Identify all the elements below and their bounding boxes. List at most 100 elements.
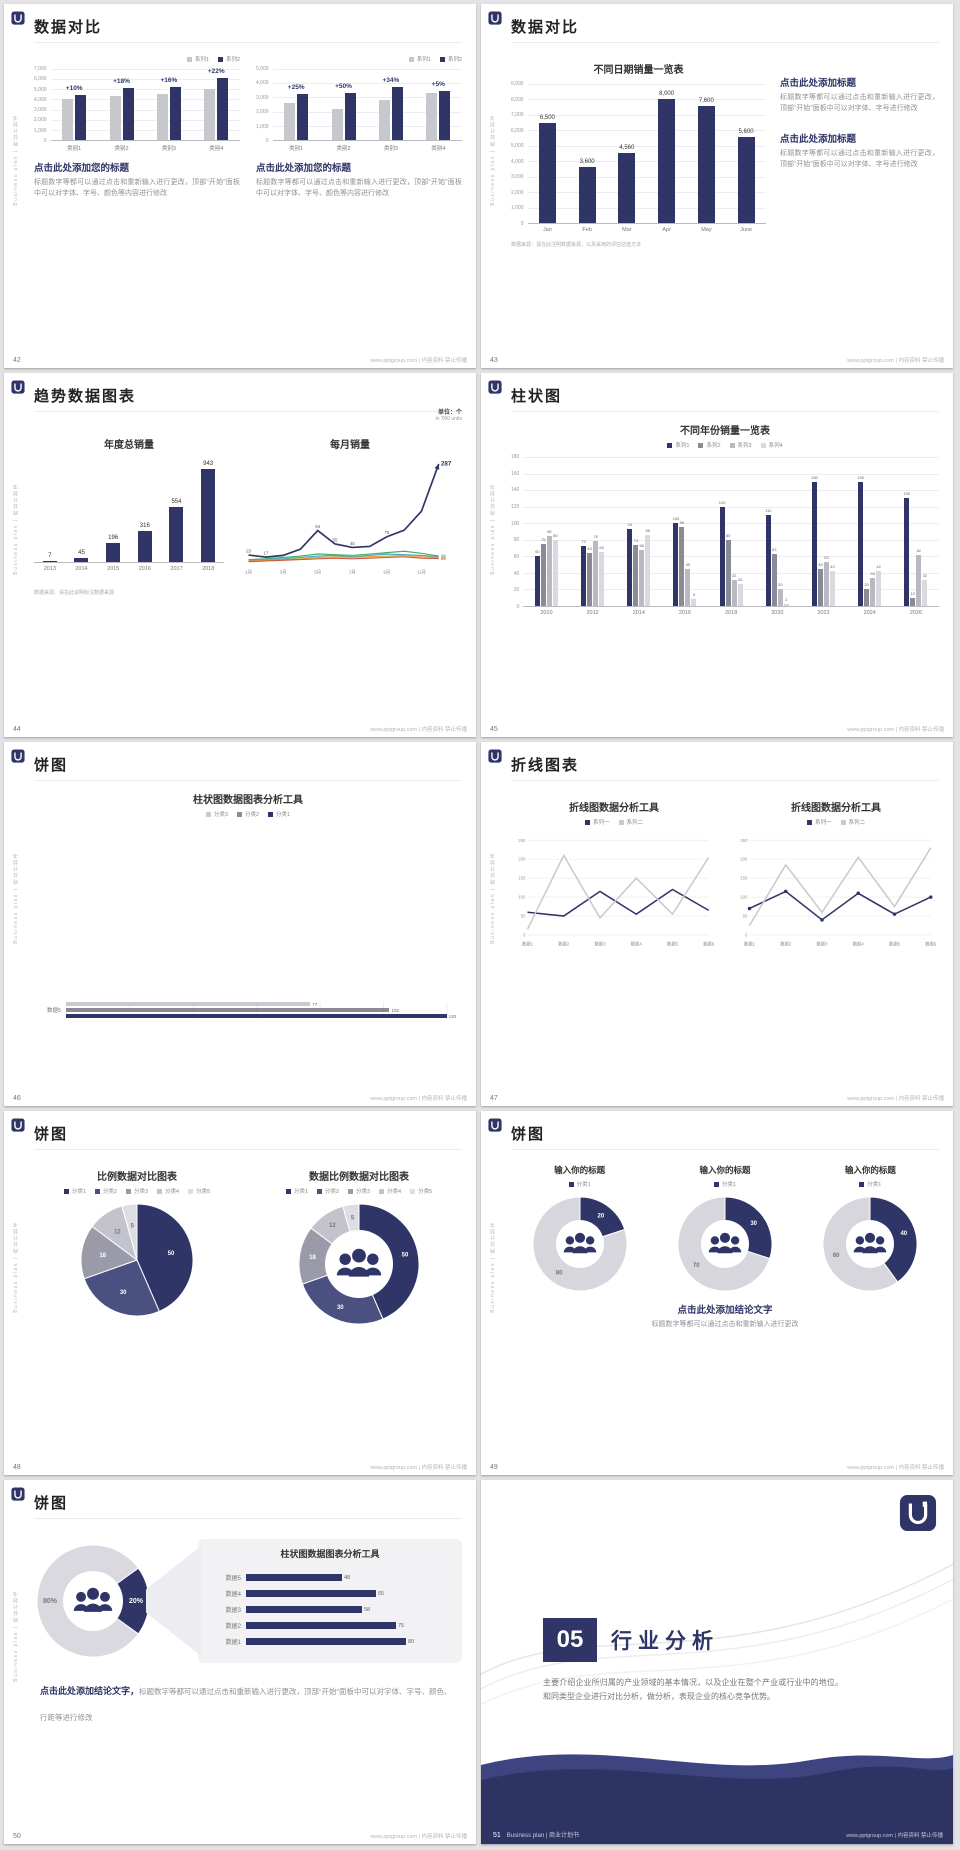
svg-text:150: 150 bbox=[518, 876, 526, 881]
chart-legend: 系列1 系列2 bbox=[34, 55, 240, 63]
funnel-shape bbox=[146, 1545, 202, 1657]
footer-site-text: www.pptgroup.com | 内容资料 禁止传播 bbox=[847, 358, 944, 364]
svg-text:50: 50 bbox=[521, 914, 526, 919]
slide-footer: 47 www.pptgroup.com | 内容资料 禁止传播 bbox=[490, 1094, 944, 1102]
slide-46[interactable]: Business plan | 商业计划书 饼图 柱状图数据图表分析工具 分类3… bbox=[4, 742, 476, 1106]
vertical-brand-text: Business plan | 商业计划书 bbox=[490, 483, 496, 575]
donut-block-2: 输入你的标题 分类1 30 70 bbox=[656, 1154, 793, 1294]
svg-text:18: 18 bbox=[441, 554, 446, 559]
chart-title: 每月销量 bbox=[330, 440, 370, 451]
svg-text:0: 0 bbox=[523, 933, 526, 938]
data-panel: 柱状图数据图表分析工具 数据5 48 数据4 65 数据3 58 数据2 75 数据1 80 bbox=[198, 1539, 462, 1663]
svg-text:100: 100 bbox=[518, 895, 526, 900]
slide-title: 饼图 bbox=[34, 1492, 462, 1519]
section-number: 05 bbox=[543, 1618, 597, 1662]
svg-text:20: 20 bbox=[597, 1213, 604, 1219]
footer-site-text: www.pptgroup.com | 内容资料 禁止传播 bbox=[846, 1833, 943, 1839]
svg-text:1月: 1月 bbox=[245, 570, 252, 576]
pie-chart: 50 30 18 12 5 bbox=[78, 1201, 196, 1319]
unit-note: 单位：个 in '000 units bbox=[435, 407, 462, 422]
slide-47[interactable]: Business plan | 商业计划书 折线图表 折线图数据分析工具 系列一… bbox=[481, 742, 953, 1106]
horizontal-bar-chart: 数据577102120数据4689065数据3606695数据2558678数据… bbox=[34, 824, 476, 1106]
footer-site-text: www.pptgroup.com | 内容资料 禁止传播 bbox=[370, 727, 467, 733]
slide-45[interactable]: Business plan | 商业计划书 柱状图 不同年份销量一览表 系列1 系… bbox=[481, 373, 953, 737]
data-source-note: 数据来源：请在此说明标注数据来源 bbox=[34, 589, 115, 596]
svg-text:数据2: 数据2 bbox=[780, 940, 792, 947]
brand-logo bbox=[11, 11, 25, 25]
slide-49[interactable]: Business plan | 商业计划书 饼图 输入你的标题 分类1 20 80… bbox=[481, 1111, 953, 1475]
slide-43[interactable]: Business plan | 商业计划书 数据对比 不同日期销量一览表 9,0… bbox=[481, 4, 953, 368]
slide-50[interactable]: Business plan | 商业计划书 饼图 20% 80% 柱状图数据图表分… bbox=[4, 1480, 476, 1844]
chart-block-right: 折线图数据分析工具 系列一 系列二 250 200 150 100 50 0 数据1 数据2 数据… bbox=[733, 789, 939, 952]
svg-text:3月: 3月 bbox=[280, 570, 287, 576]
line-chart: 250 200 150 100 50 0 数据1 数据2 数据3 数据4 数据5 数据6 bbox=[733, 832, 939, 952]
chart-title: 输入你的标题 bbox=[554, 1165, 606, 1175]
brand-logo bbox=[488, 749, 502, 763]
section-content: 05 行业分析 主要介绍企业所归属的产业领域的基本情况，以及企业在整个产业或行业… bbox=[543, 1618, 883, 1705]
slide-48[interactable]: Business plan | 商业计划书 饼图 比例数据对比图表 分类1 分类2… bbox=[4, 1111, 476, 1475]
line-chart: 250 200 150 100 50 0 数据1 数据2 数据3 数据4 数据5 数据6 bbox=[511, 832, 717, 952]
section-body: 主要介绍企业所归属的产业领域的基本情况，以及企业在整个产业或行业中的地位。和同类… bbox=[543, 1678, 843, 1702]
svg-text:30: 30 bbox=[120, 1290, 127, 1296]
svg-text:数据5: 数据5 bbox=[667, 940, 679, 947]
chart-legend: 系列一 系列二 bbox=[733, 818, 939, 826]
svg-text:20%: 20% bbox=[129, 1598, 144, 1605]
chart-title: 年度总销量 bbox=[104, 440, 154, 451]
slide-51[interactable]: 05 行业分析 主要介绍企业所归属的产业领域的基本情况，以及企业在整个产业或行业… bbox=[481, 1480, 953, 1844]
side-text: 点击此处添加标题 标题数字等都可以通过点击和重新输入进行更改，顶部“开始”面板中… bbox=[780, 51, 939, 233]
footer-site-text: www.pptgroup.com | 内容资料 禁止传播 bbox=[370, 358, 467, 364]
slide-44[interactable]: Business plan | 商业计划书 趋势数据图表 单位：个 in '00… bbox=[4, 373, 476, 737]
svg-text:7月: 7月 bbox=[349, 570, 356, 576]
donut-block-3: 输入你的标题 分类1 40 60 bbox=[802, 1154, 939, 1294]
svg-text:60: 60 bbox=[833, 1253, 840, 1259]
block-heading: 点击此处添加您的标题 bbox=[34, 163, 130, 174]
page-number: 46 bbox=[13, 1095, 21, 1102]
chart-block-left: 系列1 系列2 7,000 6,000 5,000 4,000 3,000 2,000 1,0… bbox=[34, 51, 240, 200]
page-number: 43 bbox=[490, 357, 498, 364]
slide-rail: Business plan | 商业计划书 bbox=[4, 1480, 26, 1844]
block-heading: 点击此处添加标题 bbox=[780, 78, 857, 89]
slide-rail: Business plan | 商业计划书 bbox=[4, 373, 26, 737]
chart-title: 数据比例数据对比图表 bbox=[309, 1172, 409, 1183]
svg-text:80%: 80% bbox=[43, 1598, 58, 1605]
svg-text:70: 70 bbox=[693, 1263, 700, 1269]
vertical-brand-text: Business plan | 商业计划书 bbox=[490, 1221, 496, 1313]
vertical-brand-text: Business plan | 商业计划书 bbox=[13, 1221, 19, 1313]
svg-text:30: 30 bbox=[337, 1305, 344, 1311]
slide-42[interactable]: Business plan | 商业计划书 数据对比 系列1 系列2 7,000 6… bbox=[4, 4, 476, 368]
svg-text:数据4: 数据4 bbox=[853, 940, 865, 947]
donut-block-1: 输入你的标题 分类1 20 80 bbox=[511, 1154, 648, 1294]
svg-text:5月: 5月 bbox=[314, 570, 321, 576]
svg-text:50: 50 bbox=[402, 1252, 409, 1258]
slide-body: 饼图 比例数据对比图表 分类1 分类2 分类3 分类4 分类5 50 30 18 12 5 数据… bbox=[34, 1123, 462, 1459]
svg-text:数据6: 数据6 bbox=[703, 940, 715, 947]
brand-logo bbox=[488, 1118, 502, 1132]
vertical-brand-text: Business plan | 商业计划书 bbox=[490, 852, 496, 944]
svg-text:9月: 9月 bbox=[383, 570, 390, 576]
chart-block: 不同日期销量一览表 9,000 8,000 7,000 6,000 5,000 4,000… bbox=[511, 51, 766, 233]
svg-text:17: 17 bbox=[263, 550, 268, 555]
svg-text:20: 20 bbox=[441, 554, 446, 559]
panel-title: 柱状图数据图表分析工具 bbox=[280, 1549, 380, 1559]
section-title: 行业分析 bbox=[611, 1630, 719, 1653]
data-source-note: 数据来源：请在此注明数据来源，以及采用的评估估值方法 bbox=[511, 242, 642, 248]
slide-rail: Business plan | 商业计划书 bbox=[4, 1111, 26, 1475]
chart-block-right: 每月销量 1月 3月 5月 7月 9月 11月 23 17 94 55 45 76 287 20 18 16 1… bbox=[238, 426, 462, 581]
vertical-brand-text: Business plan | 商业计划书 bbox=[490, 114, 496, 206]
vertical-brand-text: Business plan | 商业计划书 bbox=[13, 852, 19, 944]
chart-title: 输入你的标题 bbox=[699, 1165, 751, 1175]
svg-text:45: 45 bbox=[350, 541, 355, 546]
slide-footer: 49 www.pptgroup.com | 内容资料 禁止传播 bbox=[490, 1463, 944, 1471]
slide-footer: 51 Business plan | 商业计划书 www.pptgroup.co… bbox=[493, 1830, 943, 1839]
page-number: 50 bbox=[13, 1833, 21, 1840]
chart-legend: 分类1 分类2 分类3 分类4 分类5 bbox=[256, 1187, 462, 1195]
slide-title: 饼图 bbox=[34, 1123, 462, 1150]
chart-block-left: 年度总销量 7 45 196 316 554 943 2013 2014 2015 2016 201… bbox=[34, 426, 224, 581]
slide-title: 饼图 bbox=[511, 1123, 939, 1150]
svg-text:16: 16 bbox=[441, 555, 446, 560]
footer-site-text: www.pptgroup.com | 内容资料 禁止传播 bbox=[370, 1834, 467, 1840]
svg-text:250: 250 bbox=[518, 838, 526, 843]
svg-text:数据3: 数据3 bbox=[594, 940, 606, 947]
bar-chart: 7 45 196 316 554 943 2013 2014 2015 2016 2017 2018 bbox=[34, 461, 224, 572]
